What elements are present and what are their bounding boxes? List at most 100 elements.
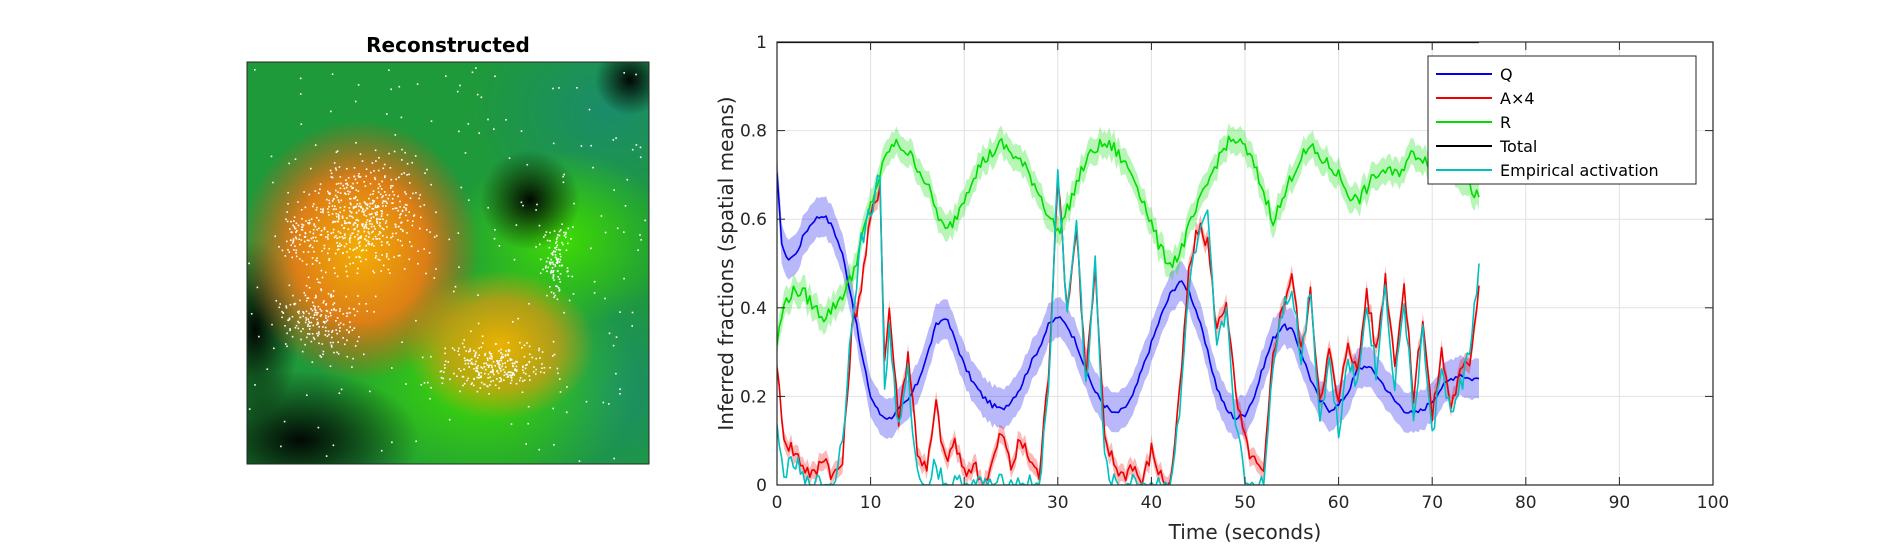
activation-dot xyxy=(430,386,432,389)
activation-dot xyxy=(287,249,289,251)
activation-dot xyxy=(604,231,607,234)
activation-dot xyxy=(546,294,548,297)
activation-dot xyxy=(328,199,330,202)
activation-dot xyxy=(500,352,502,354)
activation-dot xyxy=(387,268,390,271)
activation-dot xyxy=(496,378,498,380)
activation-dot xyxy=(552,355,554,357)
activation-dot xyxy=(284,325,286,327)
activation-dot xyxy=(337,353,340,355)
activation-dot xyxy=(474,354,477,357)
activation-dot xyxy=(312,301,314,304)
activation-dot xyxy=(538,448,541,451)
activation-dot xyxy=(554,294,556,297)
activation-dot xyxy=(353,248,356,250)
activation-dot xyxy=(464,362,467,365)
activation-dot xyxy=(332,228,335,231)
activation-dot xyxy=(391,235,394,238)
activation-dot xyxy=(545,231,548,233)
activation-dot xyxy=(349,191,351,193)
activation-dot xyxy=(552,87,554,90)
activation-dot xyxy=(372,216,375,218)
x-tick-label: 50 xyxy=(1234,493,1256,513)
activation-dot xyxy=(329,312,332,314)
activation-dot xyxy=(335,189,337,192)
activation-dot xyxy=(311,309,314,312)
activation-dot xyxy=(352,224,355,226)
activation-dot xyxy=(349,234,352,237)
activation-dot xyxy=(322,350,325,353)
activation-dot xyxy=(604,297,606,300)
x-tick-label: 10 xyxy=(860,493,882,513)
activation-dot xyxy=(357,84,360,86)
y-tick-label: 0 xyxy=(756,476,767,496)
activation-dot xyxy=(378,238,381,240)
activation-dot xyxy=(319,354,321,357)
activation-dot xyxy=(424,172,426,174)
activation-dot xyxy=(327,252,329,255)
activation-dot xyxy=(326,310,329,313)
activation-dot xyxy=(519,377,522,379)
activation-dot xyxy=(297,201,299,203)
activation-dot xyxy=(355,142,357,144)
activation-dot xyxy=(639,234,641,236)
activation-dot xyxy=(313,250,315,253)
activation-dot xyxy=(458,266,460,268)
activation-dot xyxy=(480,96,483,99)
activation-dot xyxy=(287,191,289,194)
activation-dot xyxy=(510,359,513,361)
reconstructed-image xyxy=(247,62,649,464)
activation-dot xyxy=(356,225,358,228)
activation-dot xyxy=(371,242,374,245)
activation-dot xyxy=(338,166,341,168)
activation-dot xyxy=(507,349,510,351)
activation-dot xyxy=(306,297,309,299)
activation-dot xyxy=(378,157,380,159)
activation-dot xyxy=(548,262,551,264)
x-axis-ticks: 0 10 20 30 40 50 60 70 80 90 100 xyxy=(772,42,1729,513)
activation-dot xyxy=(405,193,407,195)
activation-dot xyxy=(430,120,433,122)
activation-dot xyxy=(388,194,391,196)
activation-dot xyxy=(363,353,365,356)
activation-dot xyxy=(328,192,330,194)
activation-dot xyxy=(419,227,421,230)
activation-dot xyxy=(351,232,353,235)
activation-dot xyxy=(367,231,370,233)
activation-dot xyxy=(401,209,404,212)
activation-dot xyxy=(326,198,328,201)
activation-dot xyxy=(362,207,364,210)
activation-dot xyxy=(301,226,304,228)
activation-dot xyxy=(356,182,359,184)
activation-dot xyxy=(316,216,318,219)
activation-dot xyxy=(403,206,405,209)
activation-dot xyxy=(544,267,547,269)
activation-dot xyxy=(295,255,298,258)
activation-dot xyxy=(336,332,338,335)
activation-dot xyxy=(299,258,301,260)
activation-dot xyxy=(535,373,537,375)
activation-dot xyxy=(478,372,480,375)
activation-dot xyxy=(467,123,470,125)
activation-dot xyxy=(444,347,446,350)
x-tick-label: 70 xyxy=(1421,493,1443,513)
activation-dot xyxy=(333,162,336,164)
legend-entry-q: Q xyxy=(1500,65,1513,84)
activation-dot xyxy=(335,208,337,210)
activation-dot xyxy=(355,219,357,221)
activation-dot xyxy=(386,236,388,239)
activation-dot xyxy=(344,343,346,346)
activation-dot xyxy=(573,202,575,205)
activation-dot xyxy=(553,279,555,281)
activation-dot xyxy=(417,250,419,252)
activation-dot xyxy=(354,345,357,347)
activation-dot xyxy=(314,190,317,192)
activation-dot xyxy=(490,380,492,383)
activation-dot xyxy=(358,173,360,175)
activation-dot xyxy=(329,294,332,297)
activation-dot xyxy=(341,217,344,219)
activation-dot xyxy=(292,238,295,240)
activation-dot xyxy=(371,223,373,225)
activation-dot xyxy=(287,319,290,322)
activation-dot xyxy=(316,318,318,321)
